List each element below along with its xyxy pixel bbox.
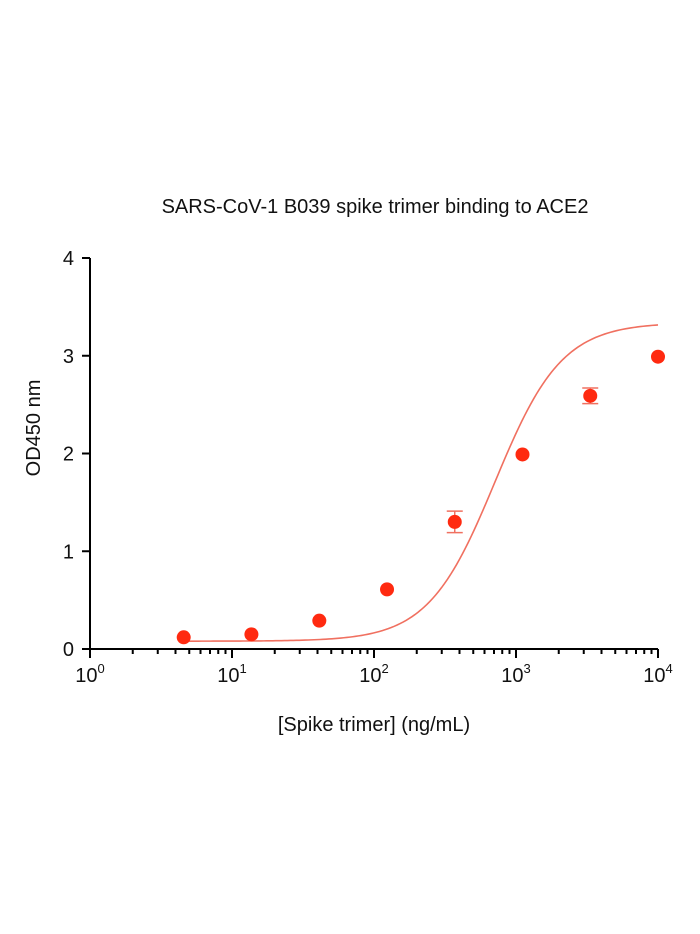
data-point	[176, 630, 191, 645]
data-point	[244, 627, 259, 642]
x-tick-base: 10	[643, 665, 665, 687]
x-tick-exponent: 3	[524, 661, 531, 676]
data-point	[515, 447, 530, 462]
data-point	[380, 582, 395, 597]
x-tick-base: 10	[359, 665, 381, 687]
data-point	[447, 514, 462, 529]
x-tick-label: 100	[75, 661, 104, 687]
x-tick-label: 102	[359, 661, 388, 687]
x-tick-base: 10	[217, 665, 239, 687]
y-tick-label: 3	[63, 346, 74, 368]
x-tick-label: 104	[643, 661, 672, 687]
data-point	[583, 388, 598, 403]
x-tick-exponent: 0	[98, 661, 105, 676]
fit-curve	[183, 324, 659, 642]
x-tick-label: 103	[501, 661, 530, 687]
fit-curve-group	[183, 324, 659, 642]
x-tick-exponent: 1	[240, 661, 247, 676]
chart-title: SARS-CoV-1 B039 spike trimer binding to …	[162, 196, 589, 218]
y-tick-label: 0	[63, 639, 74, 661]
y-tick-label: 1	[63, 541, 74, 563]
x-tick-exponent: 2	[382, 661, 389, 676]
y-tick-label: 2	[63, 444, 74, 466]
x-tick-base: 10	[75, 665, 97, 687]
data-point	[651, 349, 665, 364]
y-tick-label: 4	[63, 248, 74, 270]
data-points	[176, 349, 665, 645]
x-tick-base: 10	[501, 665, 523, 687]
x-axis-label: [Spike trimer] (ng/mL)	[278, 714, 470, 736]
data-point	[312, 613, 327, 628]
y-axis-label: OD450 nm	[23, 380, 45, 477]
x-tick-label: 101	[217, 661, 246, 687]
x-tick-exponent: 4	[666, 661, 673, 676]
